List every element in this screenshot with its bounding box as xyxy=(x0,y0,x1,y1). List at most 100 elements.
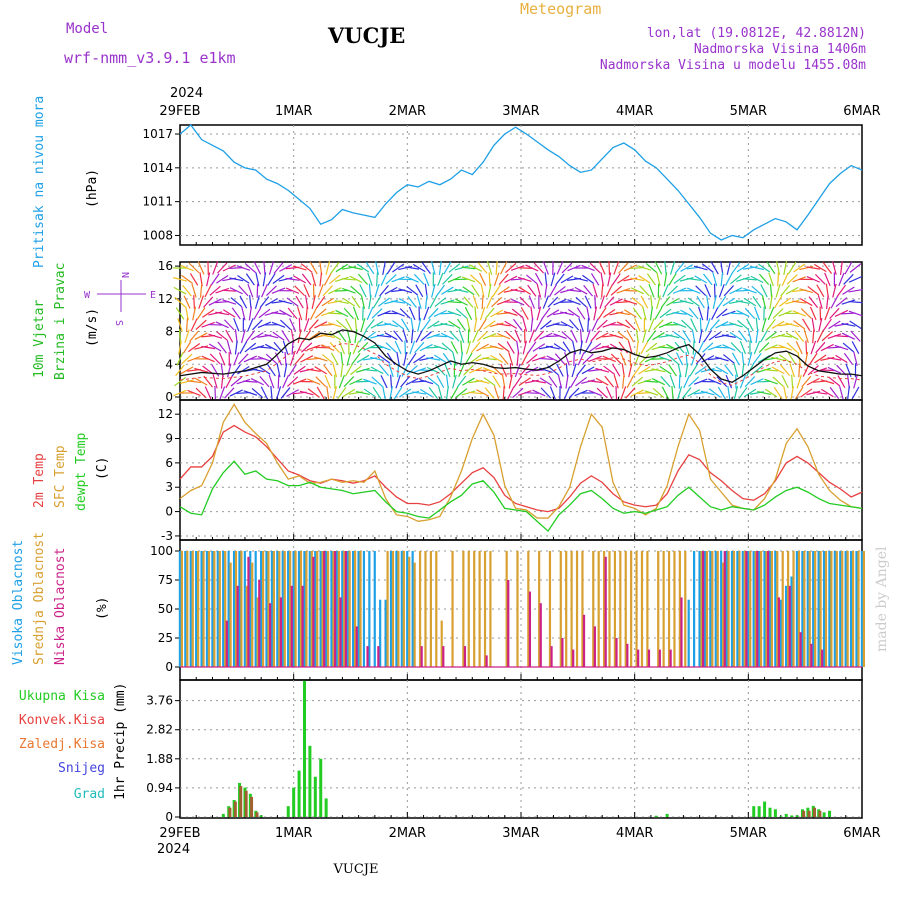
wind-arrow xyxy=(640,295,649,309)
mid-cloud-bar xyxy=(316,551,319,667)
wind-arrow xyxy=(722,354,735,364)
wind-arrow xyxy=(609,343,623,352)
mid-cloud-bar xyxy=(705,551,709,667)
wind-arrow xyxy=(634,318,641,332)
wind-arrow xyxy=(753,340,761,355)
wind-arrow xyxy=(294,285,306,297)
wind-arrow xyxy=(777,272,780,287)
low-cloud-bar xyxy=(766,551,770,667)
pressure-series-line xyxy=(179,124,863,241)
wind-arrow xyxy=(287,307,298,320)
date-label-bottom: 2MAR xyxy=(389,826,426,841)
wind-arrow xyxy=(851,386,860,400)
y-tick-label: 6 xyxy=(165,456,173,470)
low-cloud-bar xyxy=(550,646,553,667)
high-cloud-bar xyxy=(703,551,707,667)
wind-arrow xyxy=(695,285,707,297)
wind-arrow xyxy=(475,379,490,384)
wind-arrow xyxy=(642,306,647,321)
mid-cloud-bar xyxy=(538,551,541,667)
wind-arrow xyxy=(316,296,326,309)
wind-arrow xyxy=(342,297,356,307)
wind-arrow xyxy=(729,322,743,328)
mid-cloud-bar xyxy=(429,551,432,667)
wind-arrow xyxy=(280,387,291,399)
wind-arrow xyxy=(668,364,677,377)
date-axis: 29FEB 29FEB 1MAR 1MAR 2MAR 2MAR 3MAR 3MAR 4MAR 4M… xyxy=(159,104,880,841)
wind-arrow xyxy=(275,386,282,400)
wind-arrow xyxy=(175,364,185,377)
wind-arrow xyxy=(454,288,469,293)
mid-cloud-bar xyxy=(841,551,844,667)
wind-arrow xyxy=(611,273,621,286)
high-cloud-bar xyxy=(308,551,311,667)
wind-arrow xyxy=(189,330,200,342)
wind-arrow xyxy=(660,296,671,308)
wind-arrow xyxy=(392,263,405,273)
date-label-bottom: 1MAR xyxy=(275,826,312,841)
wind-arrow xyxy=(279,309,292,318)
wind-arrow xyxy=(405,390,420,396)
wind-arrow xyxy=(832,261,837,275)
wind-arrow xyxy=(698,329,703,344)
high-cloud-bar xyxy=(736,551,739,667)
wind-arrow xyxy=(524,392,539,394)
wind-arrow xyxy=(384,299,399,305)
wind-arrow xyxy=(567,299,581,306)
high-cloud-bar xyxy=(379,599,382,667)
wind-arrow xyxy=(743,287,757,294)
wind-arrow xyxy=(658,346,673,349)
mid-cloud-bar xyxy=(565,551,568,667)
wind-arrow xyxy=(724,364,734,377)
wind-arrow xyxy=(248,306,252,321)
mid-cloud-bar xyxy=(754,551,757,667)
wind-arrow xyxy=(841,299,856,305)
high-cloud-bar xyxy=(725,551,728,667)
wind-arrow xyxy=(673,274,686,285)
wind-arrow xyxy=(525,264,539,272)
wind-arrow xyxy=(208,333,223,339)
wind-arrow xyxy=(303,318,310,332)
wind-arrow xyxy=(764,369,779,372)
wind-arrow xyxy=(239,295,248,309)
high-cloud-bar xyxy=(844,551,847,667)
wind-arrow xyxy=(263,260,266,276)
wind-arrow xyxy=(693,378,708,385)
wind-arrow xyxy=(521,352,529,366)
wind-arrow xyxy=(792,310,806,317)
wind-arrow xyxy=(180,366,194,375)
wind-arrow xyxy=(351,295,361,309)
wind-arrow xyxy=(338,374,345,389)
wind-arrow xyxy=(574,286,588,295)
wind-arrow xyxy=(430,261,436,275)
mid-cloud-bar xyxy=(337,551,340,667)
low-cloud-bar xyxy=(582,614,586,667)
wind-arrow xyxy=(526,274,538,285)
wind-arrow xyxy=(673,331,686,341)
wind-arrow xyxy=(829,307,840,320)
low-cloud-bar xyxy=(593,626,596,667)
mid-cloud-bar xyxy=(592,551,595,667)
wind-arrow xyxy=(306,368,321,372)
high-cloud-bar xyxy=(243,551,246,667)
mid-cloud-bar xyxy=(234,551,238,667)
wind-arrow xyxy=(296,306,303,321)
high-cloud-bar xyxy=(795,551,799,667)
wind-arrow xyxy=(314,321,328,329)
wind-arrow xyxy=(613,261,620,275)
convective-precip-bar xyxy=(228,807,232,817)
mid-cloud-bar xyxy=(435,551,438,667)
mid-cloud-bar xyxy=(402,551,405,667)
wind-arrow xyxy=(504,275,518,284)
wind-arrow xyxy=(401,318,410,332)
wind-arrow xyxy=(268,261,275,275)
wind-arrow xyxy=(250,344,265,351)
wind-arrow xyxy=(702,342,714,353)
wind-arrow xyxy=(233,352,240,366)
wind-arrow xyxy=(548,375,558,388)
wind-arrow xyxy=(635,340,639,355)
wind-arrow xyxy=(419,379,434,385)
wind-unit-label: (m/s) xyxy=(85,308,100,347)
wind-arrow xyxy=(320,334,335,338)
wind-arrow xyxy=(787,261,797,275)
